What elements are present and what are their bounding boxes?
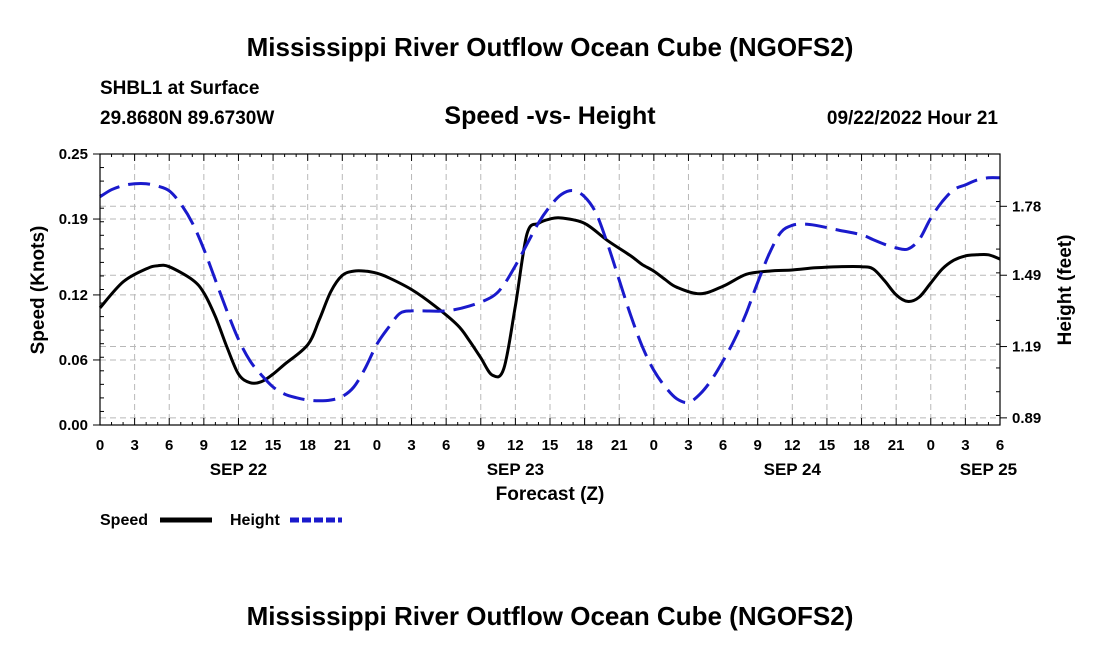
y-tick-label: 0.00 <box>59 417 88 434</box>
chart-main-title-repeat: Mississippi River Outflow Ocean Cube (NG… <box>247 601 854 631</box>
date-label: SEP 25 <box>960 460 1017 479</box>
x-tick-label: 18 <box>299 437 316 454</box>
x-tick-label: 3 <box>407 437 415 454</box>
station-coordinates: 29.8680N 89.6730W <box>100 108 274 129</box>
date-label: SEP 24 <box>764 460 822 479</box>
legend-speed-label: Speed <box>100 512 148 529</box>
x-tick-label: 18 <box>853 437 870 454</box>
x-tick-label: 9 <box>754 437 762 454</box>
x-tick-label: 18 <box>576 437 593 454</box>
x-tick-label: 6 <box>442 437 450 454</box>
y-axis-label-speed: Speed (Knots) <box>28 226 49 355</box>
plot-frame <box>99 153 1001 426</box>
chart-subtitle: Speed -vs- Height <box>444 102 656 130</box>
series-line-height <box>99 176 1001 405</box>
x-tick-label: 12 <box>507 437 524 454</box>
x-tick-label: 9 <box>477 437 485 454</box>
station-label: SHBL1 at Surface <box>100 78 259 99</box>
x-tick-label: 0 <box>650 437 658 454</box>
x-tick-label: 3 <box>684 437 692 454</box>
y2-tick-label: 1.49 <box>1012 267 1041 284</box>
chart-main-title: Mississippi River Outflow Ocean Cube (NG… <box>247 32 854 62</box>
y-axis-label-height: Height (feet) <box>1055 235 1076 346</box>
date-label: SEP 22 <box>210 460 267 479</box>
x-tick-label: 15 <box>819 437 836 454</box>
x-tick-label: 0 <box>373 437 381 454</box>
y2-tick-label: 1.19 <box>1012 339 1041 356</box>
y-tick-label: 0.12 <box>59 287 88 304</box>
x-tick-label: 15 <box>265 437 282 454</box>
x-tick-label: 3 <box>130 437 138 454</box>
grid-lines <box>100 154 1000 425</box>
x-tick-label: 6 <box>165 437 173 454</box>
x-tick-label: 12 <box>230 437 247 454</box>
y2-tick-label: 0.89 <box>1012 410 1041 427</box>
legend-height-label: Height <box>230 512 280 529</box>
series-line-speed <box>98 216 1001 385</box>
legend: Speed Height <box>100 512 342 529</box>
y2-tick-label: 1.78 <box>1012 198 1041 215</box>
y-tick-label: 0.06 <box>59 352 88 369</box>
x-tick-label: 21 <box>611 437 628 454</box>
forecast-datetime: 09/22/2022 Hour 21 <box>827 108 999 129</box>
x-tick-label: 12 <box>784 437 801 454</box>
x-tick-label: 21 <box>334 437 351 454</box>
y-tick-label: 0.19 <box>59 211 88 228</box>
y-tick-label: 0.25 <box>59 146 88 163</box>
x-tick-label: 6 <box>996 437 1004 454</box>
x-tick-label: 3 <box>961 437 969 454</box>
data-series <box>98 176 1001 405</box>
date-label: SEP 23 <box>487 460 544 479</box>
x-tick-label: 15 <box>542 437 559 454</box>
x-tick-label: 9 <box>200 437 208 454</box>
x-tick-label: 21 <box>888 437 905 454</box>
x-axis-label: Forecast (Z) <box>496 484 605 505</box>
x-tick-label: 0 <box>927 437 935 454</box>
tick-labels: 0 3 6 9 12 15 18 21 0 3 6 9 12 15 18 21 0 3 6 9 12 15 18 21 0 3 60… <box>59 146 1041 479</box>
x-tick-label: 0 <box>96 437 104 454</box>
x-tick-label: 6 <box>719 437 727 454</box>
